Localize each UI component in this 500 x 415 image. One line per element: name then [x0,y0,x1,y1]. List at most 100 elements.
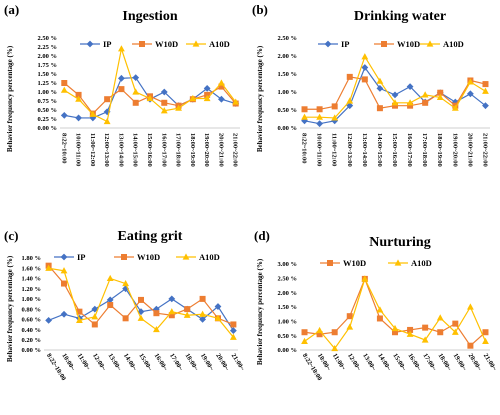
ingestion-legend-ip-point-0 [86,40,94,48]
ingestion-a10d-point-11 [218,79,225,86]
drinking-water-w10d-point-6 [392,102,398,109]
eating-grit-w10d-point-1 [61,280,68,287]
drinking-water-a10d-point-8 [421,91,429,98]
x-tick-label: 14:00~15:00 [132,133,139,167]
eating-grit-ip-point-3 [91,305,99,313]
x-tick-label: 20:00~ [214,352,230,372]
ingestion-ip-point-5 [132,74,140,81]
eating-grit-a10d-point-6 [137,314,145,321]
y-tick-label: 1.50 % [278,71,298,78]
y-tick-label: 0.00 % [38,125,58,132]
eating-grit-a10d-point-3 [91,313,99,320]
nurturing-w10d-point-11 [467,342,474,349]
drinking-water-a10d-point-1 [316,113,324,120]
panel-label: (c) [4,228,18,243]
y-tick-label: 1.50 % [38,71,58,78]
eating-grit-a10d-point-4 [106,274,114,282]
nurturing-w10d-point-6 [392,329,398,336]
drinking-water-w10d-point-4 [361,76,368,83]
drinking-water-a10d-point-0 [301,113,308,120]
drinking-water-w10d-point-0 [301,106,308,113]
x-tick-label: 15:00~ [391,352,407,372]
ingestion-w10d-point-5 [132,99,139,106]
eating-grit-a10d-point-7 [152,325,160,333]
eating-grit-ip-point-1 [60,310,68,318]
drinking-water-a10d-point-7 [406,99,414,106]
ingestion-legend-a10d-point-2 [192,40,200,47]
nurturing-a10d-point-9 [436,314,444,321]
x-tick-label: 16:00~ [406,352,422,372]
eating-grit-a10d-point-8 [168,308,176,315]
eating-grit-w10d-point-4 [107,302,114,309]
panel-drinking-water: (b) Drinking water Behavior frequency perc… [252,2,490,167]
eating-grit-ip-point-4 [106,296,114,304]
y-tick-label: 1.00 % [278,319,298,326]
y-tick-label: 1.00 % [278,89,298,96]
x-tick-label: 11:00~ [76,352,92,372]
x-tick-label: 16:00~17:00 [406,133,413,167]
nurturing-a10d-point-5 [376,306,384,313]
x-tick-label: 19:00~ [452,352,468,372]
drinking-water-ip-point-3 [346,102,354,110]
x-tick-label: 16:00~ [153,352,169,372]
eating-grit-ip-point-8 [168,295,176,303]
eating-grit-a10d-point-5 [122,279,130,287]
panel-ingestion: (a) Ingestion Behavior frequency percentag… [4,2,240,167]
drinking-water-legend-ip-point-0 [324,40,332,48]
y-tick-label: 2.00 % [278,290,298,297]
eating-grit-w10d-point-3 [91,321,98,328]
x-tick-label: 13:00~14:00 [117,133,124,167]
x-tick-label: 10:00~ [60,352,76,372]
nurturing-a10d-point-10 [451,328,459,335]
y-tick-label: 1.50 % [278,304,298,311]
ingestion-a10d-point-3 [103,117,111,125]
x-tick-label: 14:00~ [122,352,138,372]
ingestion-w10d-point-3 [104,96,111,103]
y-tick-label: 2.25 % [38,44,58,51]
eating-grit-ip-point-10 [199,315,206,323]
drinking-water-a10d-point-9 [436,93,444,100]
legend-label-w10d: W10D [137,252,160,262]
nurturing-series-line-a10d [304,277,487,350]
ingestion-w10d-point-0 [61,80,68,86]
x-tick-label: 21:00~22:00 [481,133,488,167]
eating-grit-a10d-point-1 [60,267,68,274]
ingestion-a10d-point-9 [189,94,197,102]
ingestion-ip-point-0 [60,112,68,119]
y-tick-label: 2.00 % [38,53,58,60]
legend-label-a10d: A10D [209,39,230,49]
y-tick-label: 1.20 % [22,286,42,293]
legend-label-w10d: W10D [155,39,178,49]
ingestion-a10d-point-2 [89,110,97,117]
y-tick-label: 1.25 % [38,80,58,87]
ingestion-w10d-point-7 [161,99,168,106]
x-tick-label: 17:00~ [421,352,437,372]
x-tick-label: 11:00~12:00 [89,133,96,166]
y-tick-label: 0.00 % [278,125,298,132]
drinking-water-a10d-point-3 [346,97,354,104]
nurturing-w10d-point-12 [482,329,489,336]
ingestion-ip-point-7 [160,88,168,96]
y-tick-label: 0.50 % [278,107,298,114]
y-tick-label: 3.00 % [278,261,298,268]
x-tick-label: 10:00~11:00 [316,133,323,166]
x-tick-label: 18:00~19:00 [436,133,443,167]
chart-title: Eating grit [118,229,183,244]
ingestion-a10d-point-5 [132,88,140,95]
nurturing-w10d-point-10 [452,320,459,327]
chart-title: Nurturing [369,235,430,250]
x-tick-label: 15:00~ [137,352,153,372]
nurturing-w10d-point-3 [346,313,353,320]
x-tick-label: 13:00~ [107,352,123,372]
drinking-water-w10d-point-1 [316,106,323,113]
drinking-water-w10d-point-9 [437,89,444,96]
y-tick-label: 0.00 % [22,347,42,354]
drinking-water-a10d-point-12 [482,87,489,94]
drinking-water-a10d-point-11 [466,78,474,85]
legend-label-a10d: A10D [411,258,432,268]
legend-label-w10d: W10D [343,258,366,268]
nurturing-a10d-point-8 [421,336,429,343]
nurturing-w10d-point-0 [301,329,308,336]
drinking-water-legend-a10d-point-2 [426,40,434,47]
